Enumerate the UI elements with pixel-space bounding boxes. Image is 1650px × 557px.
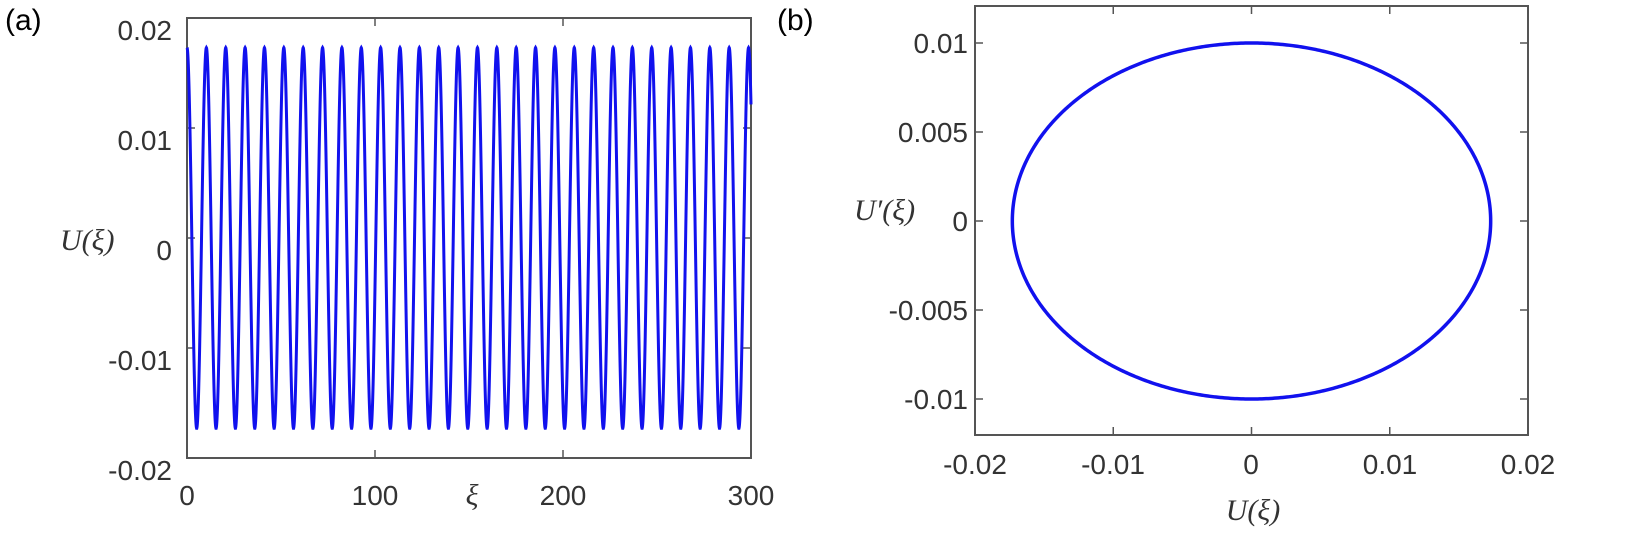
panel-b-plot-frame: [974, 5, 1529, 436]
panel-b-x-tick-label: 0.01: [1363, 449, 1418, 480]
panel-a-y-tick-label: 0.01: [118, 125, 173, 156]
panel-b-series-line: [1010, 41, 1493, 401]
panel-b-y-tick-label: -0.01: [904, 384, 968, 415]
panel-b: (b) 0.01 0.005 0 -0.005 -0.01 -0.02 -0.0…: [777, 4, 1555, 527]
panel-a-series-line: [185, 44, 753, 430]
panel-b-y-tick-label: 0.005: [898, 117, 968, 148]
panel-a-x-tick-label: 0: [179, 480, 195, 511]
panel-a-y-tick-label: -0.02: [108, 455, 172, 486]
panel-a-y-tick-labels: 0.02 0.01 0 -0.01 -0.02: [108, 15, 172, 486]
panel-a-x-tick-labels: 0 100 200 300: [179, 480, 774, 511]
panel-a-label: (a): [5, 4, 42, 37]
panel-b-y-tick-labels: 0.01 0.005 0 -0.005 -0.01: [889, 28, 968, 415]
panel-b-x-tick-labels: -0.02 -0.01 0 0.01 0.02: [943, 449, 1555, 480]
panel-b-x-axis-title: U(ξ): [1226, 494, 1281, 527]
panel-b-tick-marks: [974, 6, 1529, 435]
panel-a-y-tick-label: 0.02: [118, 15, 173, 46]
panel-a-x-axis-title: ξ: [466, 479, 479, 512]
panel-a-x-tick-label: 300: [728, 480, 775, 511]
panel-a-x-tick-label: 100: [352, 480, 399, 511]
panel-a-y-axis-title: U(ξ): [60, 224, 115, 257]
panel-b-x-tick-label: -0.01: [1081, 449, 1145, 480]
panel-b-y-tick-label: -0.005: [889, 295, 968, 326]
panel-b-y-tick-label: 0: [952, 206, 968, 237]
panel-b-label: (b): [777, 4, 814, 37]
panel-b-y-tick-label: 0.01: [914, 28, 969, 59]
panel-b-x-tick-label: -0.02: [943, 449, 1007, 480]
panel-b-x-tick-label: 0.02: [1501, 449, 1556, 480]
panel-a-y-tick-label: -0.01: [108, 345, 172, 376]
panel-a-x-tick-label: 200: [540, 480, 587, 511]
panel-a: (a) 0.02 0.01 0 -0.01 -0.02 0 100 200 30…: [5, 4, 774, 512]
panel-a-y-tick-label: 0: [156, 235, 172, 266]
panel-b-x-tick-label: 0: [1243, 449, 1259, 480]
panel-b-y-axis-title: U′(ξ): [854, 194, 915, 227]
